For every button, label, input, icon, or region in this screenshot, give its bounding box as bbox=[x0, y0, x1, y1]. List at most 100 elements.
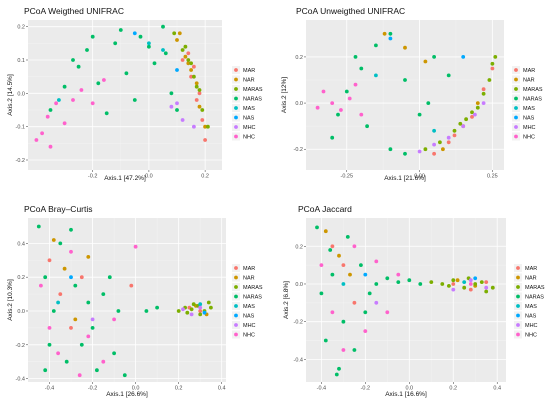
point-nar bbox=[203, 124, 208, 129]
legend-swatch-mas bbox=[234, 304, 238, 308]
point-naras bbox=[43, 275, 48, 280]
x-tick-label: -0.4 bbox=[317, 386, 326, 392]
y-axis-label: Axis.2 [14.5%] bbox=[7, 74, 14, 116]
point-naras bbox=[152, 61, 157, 66]
legend-label-mas: MAS bbox=[525, 304, 537, 310]
point-mas bbox=[161, 48, 165, 52]
legend-swatch-naras bbox=[514, 96, 518, 101]
point-naras bbox=[396, 280, 401, 284]
point-mar bbox=[180, 58, 185, 62]
point-mar bbox=[79, 275, 84, 280]
point-naras bbox=[147, 44, 151, 49]
point-nhc bbox=[40, 131, 44, 136]
point-maras bbox=[484, 289, 489, 294]
point-naras bbox=[426, 101, 431, 105]
point-mas bbox=[147, 41, 151, 46]
point-naras bbox=[90, 326, 95, 330]
point-nhc bbox=[45, 114, 50, 119]
legend-swatch-mar bbox=[516, 266, 520, 270]
point-maras bbox=[185, 310, 190, 315]
legend-label-mar: MAR bbox=[525, 266, 537, 272]
legend-swatch-nar bbox=[514, 77, 518, 82]
x-tick-label: -0.25 bbox=[340, 174, 353, 180]
point-mhc bbox=[468, 278, 473, 283]
point-maras bbox=[429, 280, 434, 284]
y-tick-label: -0.2 bbox=[294, 320, 303, 326]
legend-swatch-nar bbox=[234, 275, 238, 280]
panel-weighted-unifrac: PCoA Weigthed UNIFRAC -0.2 0.0 0.2 -0.2 -0.1… bbox=[7, 6, 263, 182]
legend-swatch-nas bbox=[516, 313, 520, 318]
point-naras bbox=[328, 248, 333, 252]
point-nas bbox=[202, 310, 207, 315]
point-nhc bbox=[90, 101, 95, 106]
legend-swatch-maras bbox=[234, 285, 238, 289]
point-nhc bbox=[86, 334, 91, 339]
legend-swatch-maras bbox=[514, 87, 518, 91]
point-mas bbox=[56, 300, 60, 305]
y-tick-label: 0.0 bbox=[17, 91, 25, 97]
x-axis-label: Axis.1 [26.6%] bbox=[106, 391, 148, 398]
x-tick-label: 0.2 bbox=[201, 174, 209, 180]
y-tick-label: 0.1 bbox=[17, 58, 25, 64]
point-nar bbox=[73, 317, 78, 322]
point-nhc bbox=[319, 263, 324, 267]
point-mhc bbox=[198, 305, 203, 310]
point-nhc bbox=[79, 88, 84, 92]
point-nhc bbox=[347, 96, 352, 101]
plot-marks: -0.4 -0.2 0.0 0.2 0.4 -0.4 -0.2 0.0 0.2 0.4 bbox=[16, 218, 226, 392]
x-tick-label: -0.2 bbox=[88, 386, 97, 392]
point-naras bbox=[124, 71, 129, 76]
point-naras bbox=[407, 278, 412, 283]
point-naras bbox=[76, 64, 81, 69]
x-axis-label: Axis.1 [47.2%] bbox=[104, 175, 146, 182]
legend-label-nas: NAS bbox=[243, 314, 255, 320]
point-naras bbox=[58, 241, 63, 246]
point-naras bbox=[69, 227, 73, 232]
point-naras bbox=[73, 283, 78, 288]
point-nhc bbox=[396, 272, 401, 277]
point-maras bbox=[197, 88, 202, 92]
legend-swatch-mas bbox=[514, 106, 518, 110]
point-nhc bbox=[133, 244, 138, 249]
point-naras bbox=[47, 342, 52, 347]
y-tick-label: -0.2 bbox=[16, 343, 25, 349]
point-nhc bbox=[321, 89, 326, 94]
point-nar bbox=[323, 229, 328, 234]
panel-unweighted-unifrac: PCoA Unweigthed UNIFRAC -0.25 0.00 0.25-0.… bbox=[281, 6, 543, 182]
legend-label-nhc: NHC bbox=[243, 333, 255, 339]
point-nar bbox=[348, 272, 352, 277]
legend-label-nar: NAR bbox=[243, 276, 255, 282]
point-naras bbox=[363, 310, 368, 315]
legend-swatch-naras bbox=[234, 96, 238, 101]
point-mhc bbox=[461, 124, 466, 129]
point-nhc bbox=[47, 326, 52, 330]
point-maras bbox=[172, 31, 177, 36]
legend-label-nar: NAR bbox=[523, 78, 535, 84]
point-mar bbox=[470, 115, 474, 119]
point-mar bbox=[69, 326, 73, 330]
point-mar bbox=[352, 300, 357, 305]
point-nhc bbox=[385, 310, 390, 315]
legend: MAR NAR MARAS NARAS MAS NAS MHC NHC bbox=[232, 66, 263, 141]
point-naras bbox=[417, 112, 422, 117]
point-mar bbox=[330, 244, 335, 249]
legend-label-mas: MAS bbox=[523, 106, 535, 112]
point-maras bbox=[470, 110, 474, 115]
point-naras bbox=[359, 263, 363, 267]
legend-swatch-mar bbox=[234, 68, 238, 72]
plot-background bbox=[306, 218, 506, 382]
x-tick-label: 0.0 bbox=[405, 386, 413, 392]
point-maras bbox=[180, 48, 185, 52]
point-nhc bbox=[330, 101, 335, 105]
point-nar bbox=[337, 253, 341, 258]
point-naras bbox=[36, 224, 41, 229]
point-nhc bbox=[62, 121, 67, 126]
point-mhc bbox=[432, 142, 436, 147]
y-tick-label: 0.0 bbox=[17, 309, 25, 315]
point-naras bbox=[337, 366, 341, 371]
y-tick-label: 0.4 bbox=[17, 241, 25, 247]
point-mhc bbox=[451, 287, 456, 292]
point-naras bbox=[446, 73, 451, 78]
legend-label-nhc: NHC bbox=[243, 135, 255, 141]
